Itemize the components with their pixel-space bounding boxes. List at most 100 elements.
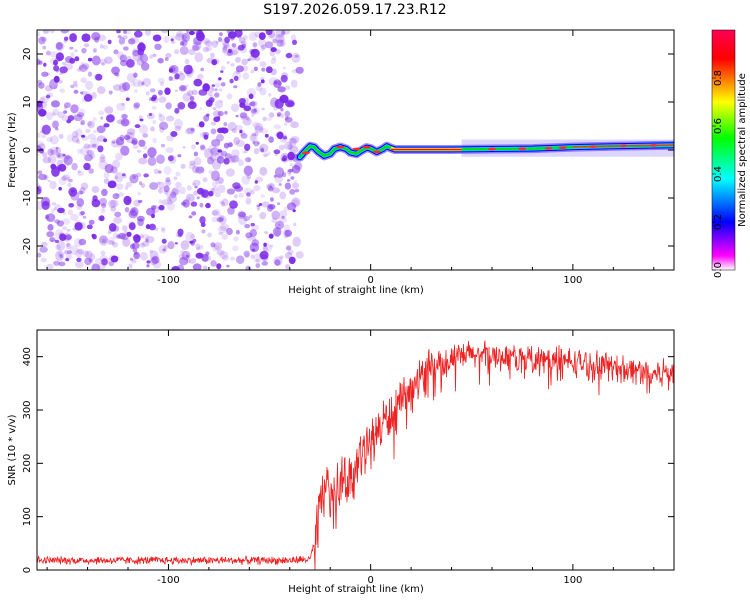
noise-blob: [259, 166, 268, 176]
noise-blob: [287, 101, 296, 107]
noise-blob: [268, 92, 272, 97]
noise-blob: [38, 36, 46, 45]
noise-blob: [269, 51, 275, 57]
noise-blob: [133, 251, 141, 260]
noise-blob: [218, 77, 222, 81]
noise-blob: [250, 254, 255, 259]
noise-blob: [88, 253, 96, 261]
noise-blob: [38, 109, 47, 117]
noise-blob: [166, 197, 172, 202]
noise-blob: [220, 201, 225, 207]
noise-blob: [201, 189, 210, 198]
noise-blob: [188, 30, 195, 36]
noise-blob: [81, 134, 86, 138]
snr-y-tick-label: 200: [22, 454, 33, 473]
noise-blob: [267, 182, 273, 188]
noise-blob: [261, 201, 270, 208]
noise-blob: [80, 146, 90, 157]
noise-blob: [41, 36, 47, 42]
noise-blob: [184, 58, 190, 65]
noise-blob: [197, 73, 204, 80]
noise-blob: [210, 242, 216, 248]
noise-blob: [217, 78, 222, 82]
noise-blob: [211, 40, 219, 48]
noise-blob: [262, 243, 272, 253]
noise-blob: [151, 256, 160, 264]
noise-blob: [282, 136, 288, 140]
noise-blob: [174, 49, 180, 55]
noise-blob: [46, 112, 53, 120]
noise-blob: [136, 149, 142, 153]
noise-blob: [186, 90, 194, 97]
noise-blob: [165, 147, 174, 153]
noise-blob: [98, 198, 107, 206]
noise-blob: [239, 129, 246, 137]
signal-hot-spot: [488, 147, 496, 151]
noise-blob: [199, 107, 203, 111]
noise-blob: [150, 126, 155, 132]
noise-blob: [278, 144, 285, 151]
noise-blob: [158, 114, 166, 122]
noise-blob: [58, 261, 66, 267]
noise-blob: [161, 228, 166, 233]
noise-blob: [291, 197, 301, 208]
noise-blob: [254, 125, 264, 133]
noise-blob: [273, 124, 281, 130]
noise-blob: [142, 77, 151, 87]
noise-blob: [252, 42, 258, 48]
noise-blob: [280, 107, 284, 112]
noise-blob: [262, 246, 269, 252]
noise-blob: [214, 100, 224, 109]
spectrogram-y-ticks: 20 10 0 -10 -20: [22, 48, 674, 254]
noise-blob: [177, 228, 184, 236]
noise-blob: [190, 127, 195, 132]
noise-blob: [53, 260, 60, 266]
noise-blob: [91, 92, 97, 99]
noise-blob: [181, 250, 191, 261]
noise-blob: [40, 95, 49, 104]
noise-blob: [122, 225, 128, 232]
noise-blob: [168, 193, 177, 203]
noise-blob: [168, 76, 173, 81]
noise-blob: [145, 238, 149, 243]
spectrogram-x-ticks: -100 0 100: [46, 30, 655, 286]
noise-blob: [71, 162, 78, 171]
noise-blob: [181, 201, 187, 206]
noise-blob: [87, 120, 95, 129]
noise-blob: [116, 119, 122, 124]
noise-blob: [104, 106, 114, 114]
noise-blob: [37, 153, 40, 157]
noise-blob: [103, 172, 110, 179]
noise-blob: [241, 65, 249, 72]
noise-blob: [235, 124, 244, 131]
noise-blob: [226, 61, 230, 64]
noise-blob: [165, 102, 172, 110]
noise-blob: [72, 130, 79, 138]
noise-blob: [80, 77, 87, 84]
noise-blob: [211, 216, 218, 223]
noise-blob: [274, 98, 284, 109]
noise-blob: [174, 242, 178, 245]
snr-y-label: SNR (10 * v/v): [7, 414, 18, 485]
noise-blob: [57, 252, 62, 257]
noise-blob: [259, 250, 269, 260]
noise-blob: [113, 49, 119, 55]
noise-blob: [174, 118, 183, 129]
noise-blob: [188, 258, 197, 264]
noise-blob: [171, 188, 179, 196]
noise-blob: [249, 101, 256, 107]
noise-blob: [137, 80, 144, 87]
noise-blob: [133, 252, 138, 255]
noise-blob: [57, 152, 64, 158]
noise-blob: [250, 100, 258, 107]
noise-blob: [292, 39, 297, 45]
noise-blob: [71, 189, 75, 193]
noise-blob: [265, 41, 274, 49]
noise-blob: [82, 63, 90, 70]
noise-blob: [100, 116, 104, 120]
signal-hot-spot: [352, 147, 361, 151]
noise-blob: [122, 35, 128, 40]
noise-blob: [112, 232, 119, 239]
noise-blob: [164, 57, 169, 61]
noise-blob: [92, 117, 97, 122]
